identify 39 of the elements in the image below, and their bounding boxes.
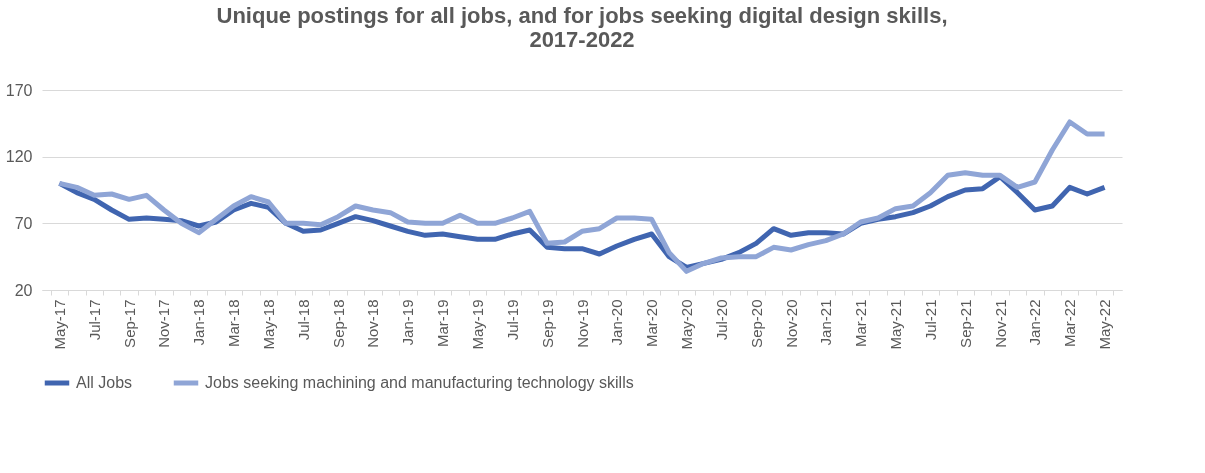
x-tick-label: Mar-19	[434, 299, 452, 348]
x-tick-label: Nov-17	[155, 299, 173, 348]
x-tick-label: Jul-20	[712, 299, 730, 341]
x-tick-label: Jan-18	[190, 299, 208, 346]
x-tick-label: Mar-18	[225, 299, 243, 348]
x-tick-label: May-18	[259, 299, 277, 350]
y-tick-label: 70	[14, 214, 33, 232]
x-tick-label: Nov-19	[573, 299, 591, 348]
x-tick-label: Mar-21	[852, 299, 870, 348]
legend-label: All Jobs	[76, 374, 133, 391]
x-tick-label: Jul-18	[294, 299, 312, 341]
x-tick-label: Sep-18	[329, 299, 347, 348]
x-tick-label: Mar-20	[643, 299, 661, 348]
x-tick-label: Jan-22	[1026, 299, 1044, 346]
x-tick-label: Sep-20	[747, 299, 765, 348]
y-tick-label: 20	[14, 281, 33, 299]
x-tick-label: May-21	[887, 299, 905, 350]
y-tick-label: 120	[5, 148, 33, 166]
legend-label: Jobs seeking machining and manufacturing technology skills	[205, 374, 634, 391]
x-tick-label: May-20	[678, 299, 696, 350]
x-tick-label: Sep-17	[120, 299, 138, 348]
x-tick-label: May-19	[468, 299, 486, 350]
text: 2017-2022	[529, 27, 635, 52]
x-tick-label: Nov-21	[991, 299, 1009, 348]
x-tick-label: Nov-20	[782, 299, 800, 348]
x-tick-label: May-22	[1096, 299, 1114, 350]
x-tick-label: Sep-19	[538, 299, 556, 348]
x-tick-label: Nov-18	[364, 299, 382, 348]
x-tick-label: Jan-21	[817, 299, 835, 346]
x-tick-label: Jan-19	[399, 299, 417, 346]
x-tick-label: Jul-17	[85, 299, 103, 341]
y-tick-label: 170	[5, 81, 33, 99]
x-tick-label: Mar-22	[1061, 299, 1079, 348]
text: Unique postings for all jobs, and for jobs seeking digital design skills,	[216, 3, 948, 28]
x-tick-label: Jul-19	[503, 299, 521, 341]
x-tick-label: Jul-21	[921, 299, 939, 341]
x-tick-label: May-17	[50, 299, 68, 350]
x-tick-label: Sep-21	[956, 299, 974, 348]
x-tick-label: Jan-20	[608, 299, 626, 346]
